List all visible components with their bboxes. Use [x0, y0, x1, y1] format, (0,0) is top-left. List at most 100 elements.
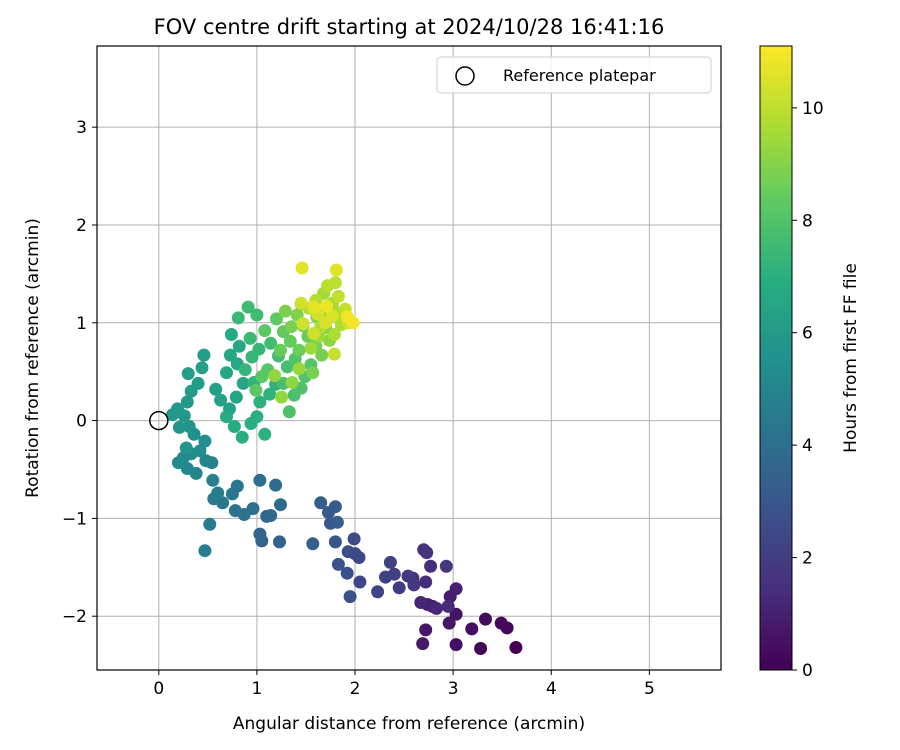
x-tick-label: 1	[252, 679, 263, 699]
data-point	[280, 360, 294, 374]
data-point	[331, 557, 345, 571]
data-point	[327, 328, 341, 341]
colorbar-tick-label: 10	[802, 99, 824, 119]
data-point	[416, 637, 430, 651]
data-point	[180, 395, 194, 409]
data-point	[269, 478, 283, 492]
data-point	[253, 395, 267, 409]
data-point	[211, 486, 225, 500]
data-point	[449, 582, 463, 596]
data-point	[314, 496, 328, 510]
reference-point	[149, 410, 169, 431]
data-point	[258, 427, 272, 441]
data-point	[181, 367, 195, 381]
data-point	[449, 607, 463, 621]
x-tick-label: 0	[153, 679, 164, 699]
data-point	[253, 527, 267, 541]
data-point	[193, 444, 207, 458]
data-point	[203, 517, 217, 531]
data-point	[264, 336, 278, 350]
chart-title: FOV centre drift starting at 2024/10/28 …	[154, 15, 665, 39]
data-point	[255, 370, 269, 384]
data-point	[250, 308, 264, 322]
y-axis-ticks: −2 −1 0 1 2 3	[62, 118, 97, 627]
data-point	[328, 276, 342, 290]
data-point	[315, 348, 329, 362]
data-point	[195, 361, 209, 375]
data-point	[439, 559, 453, 573]
colorbar-tick-label: 0	[802, 661, 813, 681]
data-point	[235, 430, 249, 444]
data-point	[229, 390, 243, 404]
data-point	[441, 599, 455, 613]
data-point	[209, 382, 223, 396]
data-point	[197, 348, 211, 362]
data-point	[292, 362, 306, 376]
x-tick-label: 2	[350, 679, 361, 699]
x-axis-ticks: 0 1 2 3 4 5	[153, 670, 655, 699]
data-point	[285, 376, 299, 389]
colorbar-bar	[759, 45, 793, 671]
data-point	[474, 642, 488, 655]
y-tick-label: 0	[76, 412, 87, 432]
data-point	[401, 569, 415, 583]
y-tick-label: 1	[76, 314, 87, 334]
colorbar: 0 2 4 6 8 10 Hours from first FF file	[759, 45, 861, 681]
colorbar-tick-label: 2	[802, 549, 813, 569]
data-point	[341, 545, 355, 559]
legend-box	[436, 56, 712, 94]
data-point	[449, 638, 463, 652]
data-point	[199, 454, 213, 468]
data-point	[331, 289, 345, 303]
data-point	[252, 342, 266, 356]
data-point	[494, 616, 508, 630]
data-point	[417, 543, 431, 557]
data-point	[227, 420, 241, 433]
y-tick-label: −1	[62, 509, 87, 529]
data-point	[307, 327, 321, 340]
data-point	[182, 420, 196, 433]
data-point	[383, 555, 397, 569]
y-tick-label: 2	[76, 216, 87, 236]
data-point	[283, 334, 297, 348]
data-point	[340, 566, 354, 580]
data-point	[346, 316, 360, 330]
data-point	[191, 376, 205, 390]
data-point	[379, 570, 392, 584]
legend-marker	[455, 66, 475, 86]
data-point	[509, 641, 523, 654]
data-point	[241, 300, 255, 314]
data-point	[268, 369, 282, 383]
data-point	[253, 473, 267, 487]
data-point	[198, 434, 212, 448]
data-point	[270, 312, 283, 326]
data-point	[243, 331, 257, 345]
data-point	[238, 363, 252, 377]
data-point	[224, 328, 238, 341]
colorbar-tick-label: 4	[802, 436, 813, 456]
data-point	[343, 590, 357, 604]
colorbar-ticks: 0 2 4 6 8 10	[792, 99, 824, 681]
data-point	[419, 623, 433, 637]
colorbar-label: Hours from first FF file	[841, 263, 861, 453]
data-point	[327, 347, 341, 361]
data-point	[465, 622, 479, 636]
data-point	[329, 263, 343, 277]
data-point	[198, 544, 212, 558]
data-point	[304, 341, 318, 355]
y-tick-label: −2	[62, 607, 87, 627]
data-point	[353, 575, 367, 589]
data-point	[320, 299, 334, 313]
data-point	[347, 532, 361, 546]
y-tick-label: 3	[76, 118, 87, 138]
data-point	[306, 366, 320, 380]
data-point	[326, 309, 339, 323]
data-point	[330, 515, 344, 529]
data-point	[220, 410, 233, 424]
colorbar-tick-label: 8	[802, 211, 813, 231]
data-point	[284, 320, 298, 334]
data-point	[292, 343, 306, 357]
data-point	[228, 504, 242, 518]
data-point	[179, 441, 193, 455]
